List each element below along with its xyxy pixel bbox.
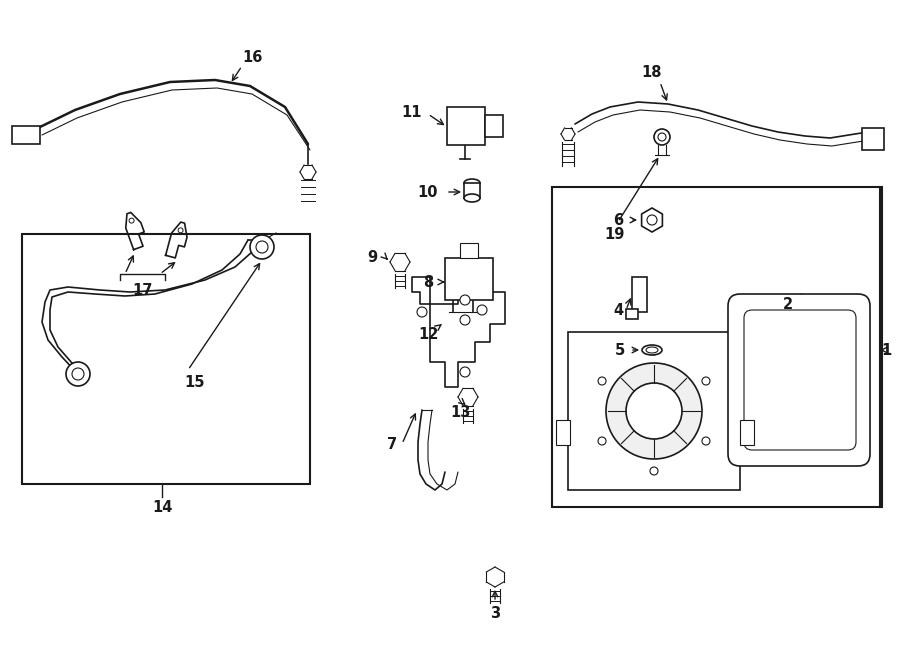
Circle shape [417, 307, 427, 317]
Text: 17: 17 [131, 283, 152, 297]
Bar [464, 183, 480, 198]
FancyBboxPatch shape [728, 294, 870, 466]
Bar [22, 234, 310, 484]
Circle shape [650, 347, 658, 355]
Text: 12: 12 [418, 326, 438, 342]
Bar [552, 187, 882, 507]
Bar [12, 126, 40, 144]
Circle shape [650, 467, 658, 475]
Circle shape [460, 315, 470, 325]
Bar [460, 243, 478, 258]
Text: 1: 1 [881, 342, 891, 357]
Bar [445, 258, 493, 300]
Circle shape [702, 377, 710, 385]
Circle shape [72, 368, 84, 380]
Bar [740, 420, 754, 445]
Text: 14: 14 [152, 500, 172, 514]
Text: 11: 11 [401, 105, 422, 120]
Bar [626, 309, 638, 319]
Ellipse shape [646, 347, 658, 353]
Text: 6: 6 [613, 213, 623, 228]
Circle shape [654, 129, 670, 145]
Circle shape [66, 362, 90, 386]
Circle shape [598, 377, 606, 385]
Text: 13: 13 [450, 404, 470, 420]
Bar [447, 107, 485, 145]
Bar [632, 277, 647, 312]
Circle shape [658, 133, 666, 141]
Text: 16: 16 [242, 50, 262, 64]
Text: 9: 9 [367, 250, 377, 265]
Circle shape [250, 235, 274, 259]
Text: 10: 10 [418, 185, 438, 199]
Text: 5: 5 [615, 342, 626, 357]
Bar [485, 115, 503, 137]
Text: 18: 18 [642, 64, 662, 79]
Ellipse shape [464, 194, 480, 202]
Ellipse shape [642, 345, 662, 355]
Text: 19: 19 [605, 226, 626, 242]
Text: 15: 15 [184, 375, 205, 389]
Text: 4: 4 [613, 303, 623, 318]
Circle shape [598, 437, 606, 445]
Bar [568, 332, 740, 490]
Bar [556, 420, 570, 445]
Ellipse shape [464, 179, 480, 187]
Circle shape [647, 215, 657, 225]
Circle shape [460, 367, 470, 377]
Circle shape [129, 218, 134, 223]
Circle shape [256, 241, 268, 253]
Circle shape [460, 295, 470, 305]
Text: 2: 2 [783, 297, 793, 312]
FancyBboxPatch shape [744, 310, 856, 450]
Circle shape [477, 305, 487, 315]
Circle shape [178, 228, 183, 233]
Text: 8: 8 [423, 275, 433, 289]
Circle shape [626, 383, 682, 439]
Bar [862, 128, 884, 150]
Circle shape [702, 437, 710, 445]
Text: 7: 7 [387, 436, 397, 451]
Text: 3: 3 [490, 606, 500, 622]
Circle shape [606, 363, 702, 459]
